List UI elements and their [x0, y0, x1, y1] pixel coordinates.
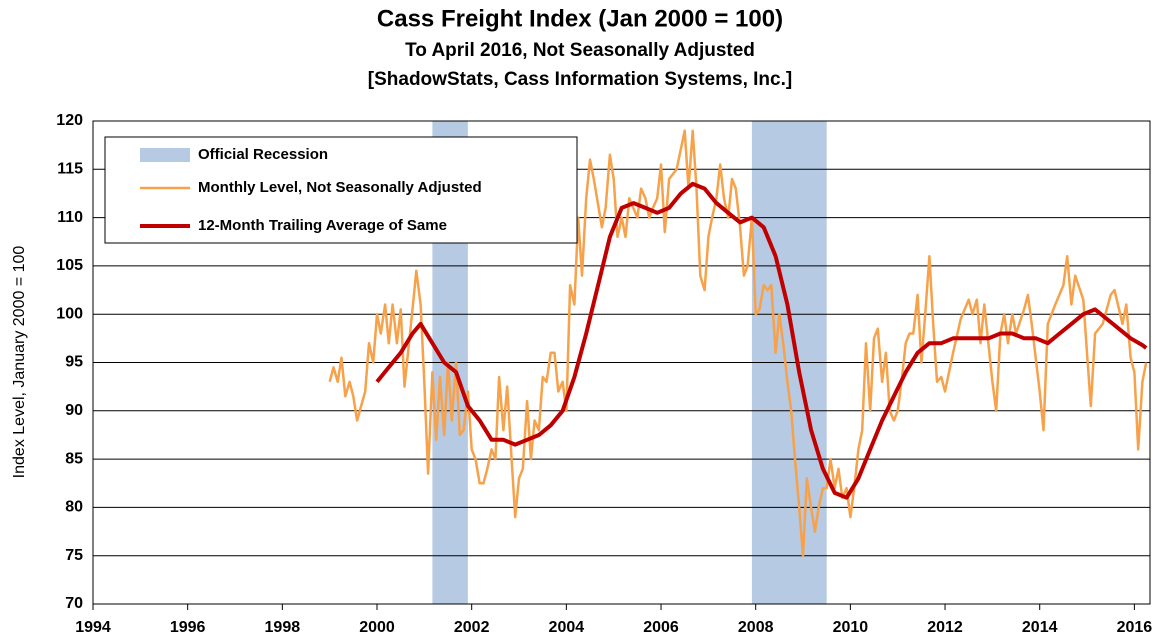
y-tick-label: 100	[56, 305, 83, 322]
legend-label: Official Recession	[198, 146, 328, 163]
x-tick-label: 2006	[643, 619, 679, 636]
legend-label: Monthly Level, Not Seasonally Adjusted	[198, 179, 482, 196]
legend: Official Recession Monthly Level, Not Sea…	[104, 136, 578, 244]
x-tick-label: 1996	[170, 619, 206, 636]
y-tick-label: 115	[57, 161, 83, 178]
y-axis-label: Index Level, January 2000 = 100	[11, 246, 28, 479]
y-tick-label: 110	[57, 209, 83, 226]
y-tick-label: 120	[56, 112, 83, 129]
y-tick-label: 85	[65, 450, 83, 467]
x-tick-label: 2016	[1117, 619, 1153, 636]
legend-swatch	[140, 148, 190, 162]
x-tick-label: 2014	[1022, 619, 1058, 636]
x-tick-label: 1998	[265, 619, 301, 636]
chart-source: [ShadowStats, Cass Information Systems, …	[368, 69, 792, 90]
x-tick-label: 2004	[549, 619, 585, 636]
series-line	[328, 129, 1148, 557]
chart-title: Cass Freight Index (Jan 2000 = 100)	[377, 5, 783, 32]
plot-border	[92, 120, 1151, 605]
y-tick-label: 90	[65, 402, 83, 419]
x-tick-label: 2010	[833, 619, 869, 636]
x-tick-label: 2008	[738, 619, 774, 636]
y-tick-label: 95	[65, 354, 83, 371]
legend-label: 12-Month Trailing Average of Same	[198, 217, 447, 234]
x-tick-label: 2012	[927, 619, 963, 636]
x-tick-label: 2002	[454, 619, 490, 636]
y-tick-label: 70	[65, 595, 83, 612]
x-tick-label: 2000	[359, 619, 395, 636]
x-tick-label: 1994	[75, 619, 111, 636]
y-tick-label: 75	[65, 547, 83, 564]
series-line	[375, 181, 1148, 500]
y-tick-label: 80	[65, 499, 83, 516]
chart-subtitle: To April 2016, Not Seasonally Adjusted	[405, 40, 755, 61]
y-tick-label: 105	[56, 257, 83, 274]
